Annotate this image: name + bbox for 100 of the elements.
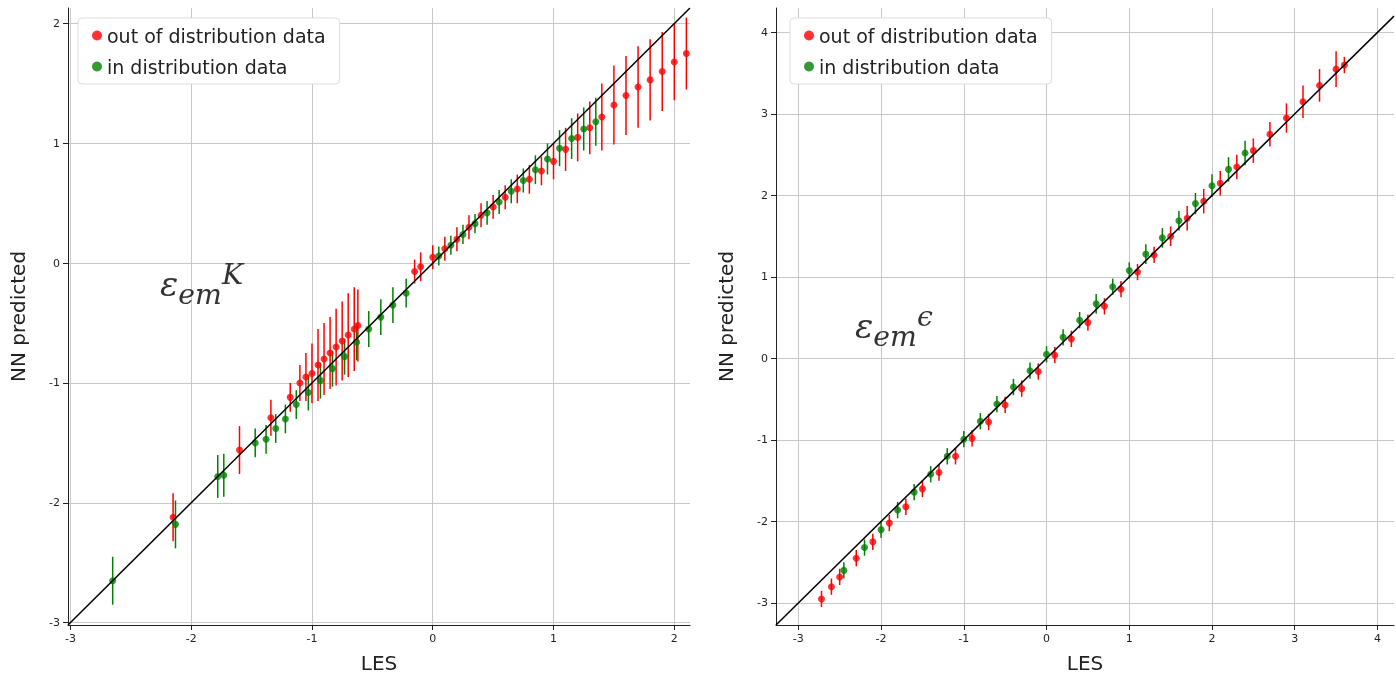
x-tick-label: -3	[792, 632, 804, 645]
point	[836, 573, 844, 581]
point	[531, 166, 539, 174]
point	[894, 506, 902, 514]
y-tick-label: -3	[757, 596, 768, 610]
point	[885, 519, 893, 527]
y-tick-label: 2	[761, 188, 768, 202]
point	[935, 469, 943, 477]
y-axis-title: NN predicted	[6, 250, 30, 383]
point	[411, 268, 419, 276]
point	[1109, 283, 1117, 291]
y-tick-label: 0	[761, 351, 768, 365]
legend-label: in distribution data	[107, 55, 288, 78]
point	[918, 485, 926, 493]
point	[1092, 300, 1100, 308]
point	[354, 321, 362, 329]
point	[902, 503, 910, 511]
x-tick-label: -3	[64, 632, 76, 645]
point	[329, 365, 336, 373]
y-tick-label: 4	[761, 25, 768, 39]
y-tick-label: -1	[757, 433, 768, 447]
point	[840, 566, 848, 574]
x-tick-label: 2	[670, 632, 678, 645]
point	[592, 118, 600, 126]
x-tick-label: 1	[1125, 632, 1133, 645]
point	[952, 452, 960, 460]
y-tick-label: -1	[49, 376, 60, 390]
point	[861, 544, 869, 552]
point	[507, 187, 515, 195]
x-tick-label: 0	[1043, 632, 1051, 645]
point	[267, 414, 275, 422]
point	[574, 133, 582, 141]
point	[429, 253, 437, 261]
point	[525, 175, 533, 183]
point	[501, 193, 509, 201]
point	[1018, 385, 1026, 393]
point	[304, 389, 312, 397]
y-tick-label: 1	[761, 270, 768, 284]
point	[1034, 368, 1042, 376]
point	[1001, 401, 1009, 409]
point	[1208, 182, 1216, 190]
point	[286, 393, 294, 401]
point	[586, 124, 594, 132]
point	[272, 425, 280, 433]
point	[1225, 165, 1233, 173]
legend-label: out of distribution data	[819, 24, 1038, 47]
point	[281, 415, 289, 423]
point	[562, 145, 570, 153]
point	[1191, 200, 1199, 208]
point	[1076, 316, 1084, 324]
point	[236, 446, 243, 454]
x-tick-label: 2	[1208, 632, 1216, 645]
point	[537, 167, 545, 175]
point	[172, 520, 179, 528]
point	[495, 198, 503, 206]
x-tick-label: 3	[1291, 632, 1299, 645]
legend-label: out of distribution data	[107, 24, 326, 47]
point	[818, 595, 825, 603]
x-tick-label: -1	[958, 632, 970, 645]
point	[568, 135, 576, 143]
point	[1175, 217, 1183, 225]
point	[1158, 234, 1166, 242]
point	[580, 125, 588, 133]
y-tick-label: -2	[49, 496, 60, 510]
point	[1125, 266, 1133, 274]
point	[292, 401, 300, 409]
point	[1067, 335, 1075, 343]
point	[316, 377, 324, 385]
point	[550, 157, 558, 165]
point	[622, 91, 630, 99]
y-tick-label: -2	[757, 514, 768, 528]
point	[338, 337, 346, 345]
x-axis-title: LES	[1066, 651, 1104, 675]
y-tick-label: -3	[49, 616, 60, 630]
point	[556, 144, 564, 152]
point	[869, 538, 877, 546]
point	[682, 50, 690, 58]
point	[519, 177, 527, 185]
point	[968, 434, 976, 442]
point	[308, 369, 316, 377]
point	[262, 435, 270, 443]
legend-label: in distribution data	[819, 55, 1000, 78]
point	[646, 76, 654, 84]
y-axis-title: NN predicted	[714, 250, 738, 383]
point	[543, 155, 551, 163]
point	[670, 58, 678, 66]
point	[417, 263, 425, 271]
point	[344, 331, 352, 339]
y-tick-label: 0	[53, 256, 60, 270]
point	[877, 526, 885, 534]
x-axis-title: LES	[360, 651, 398, 675]
point	[852, 554, 860, 562]
x-tick-label: 4	[1373, 632, 1381, 645]
point	[658, 68, 666, 75]
x-tick-label: -1	[306, 632, 318, 645]
point	[985, 418, 993, 426]
point	[1084, 319, 1092, 327]
point	[341, 353, 349, 361]
x-tick-label: 1	[550, 632, 558, 645]
y-tick-label: 2	[53, 17, 60, 31]
